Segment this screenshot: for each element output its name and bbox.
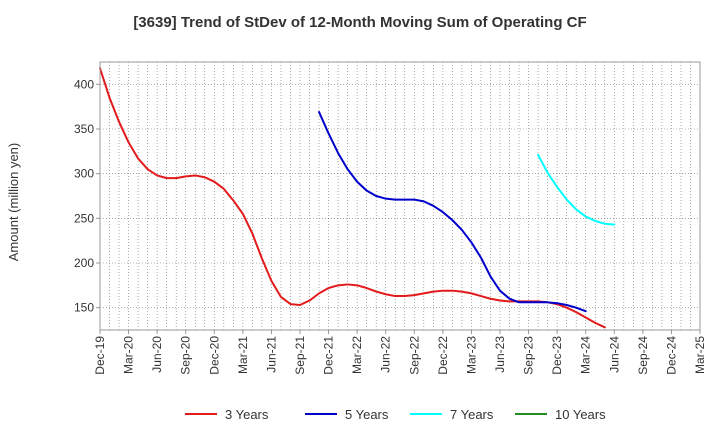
x-tick-label: Jun-21 xyxy=(264,336,278,373)
chart-title: [3639] Trend of StDev of 12-Month Moving… xyxy=(133,14,587,31)
series-line-5-years xyxy=(318,111,587,313)
x-tick-label: Dec-19 xyxy=(93,336,107,375)
legend-label-5-years: 5 Years xyxy=(345,407,389,422)
x-tick-label: Sep-21 xyxy=(293,336,307,375)
x-tick-label: Sep-22 xyxy=(407,336,421,375)
x-tick-label: Dec-24 xyxy=(664,336,678,375)
y-axis-ticks: 150 200 250 300 350 400 xyxy=(74,77,100,315)
y-tick-label: 250 xyxy=(74,211,94,225)
x-tick-label: Sep-23 xyxy=(522,336,536,375)
x-tick-label: Dec-20 xyxy=(207,336,221,375)
plot-area xyxy=(99,61,701,331)
x-tick-label: Sep-24 xyxy=(636,336,650,375)
x-tick-label: Mar-20 xyxy=(122,336,136,374)
x-tick-label: Jun-20 xyxy=(150,336,164,373)
series-lines xyxy=(99,67,616,329)
y-tick-label: 350 xyxy=(74,122,94,136)
y-tick-label: 150 xyxy=(74,301,94,315)
x-tick-label: Jun-22 xyxy=(379,336,393,373)
legend-label-10-years: 10 Years xyxy=(555,407,606,422)
y-axis-title: Amount (million yen) xyxy=(6,143,21,262)
x-tick-label: Mar-21 xyxy=(236,336,250,374)
x-axis-ticks: Dec-19 Mar-20 Jun-20 Sep-20 Dec-20 Mar-21 Jun-… xyxy=(93,330,707,375)
x-tick-label: Mar-25 xyxy=(693,336,707,374)
legend: 3 Years 5 Years 7 Years 10 Years xyxy=(185,407,606,422)
legend-label-3-years: 3 Years xyxy=(225,407,269,422)
x-tick-label: Mar-24 xyxy=(579,336,593,374)
x-tick-label: Mar-23 xyxy=(464,336,478,374)
series-line-7-years xyxy=(537,153,616,226)
x-tick-label: Jun-24 xyxy=(607,336,621,373)
y-tick-label: 300 xyxy=(74,167,94,181)
x-tick-label: Sep-20 xyxy=(179,336,193,375)
x-tick-label: Dec-21 xyxy=(322,336,336,375)
x-tick-label: Dec-22 xyxy=(436,336,450,375)
grid xyxy=(99,62,701,330)
x-tick-label: Mar-22 xyxy=(350,336,364,374)
x-tick-label: Dec-23 xyxy=(550,336,564,375)
series-line-3-years xyxy=(99,67,606,329)
x-tick-label: Jun-23 xyxy=(493,336,507,373)
legend-label-7-years: 7 Years xyxy=(450,407,494,422)
y-tick-label: 400 xyxy=(74,77,94,91)
y-tick-label: 200 xyxy=(74,256,94,270)
